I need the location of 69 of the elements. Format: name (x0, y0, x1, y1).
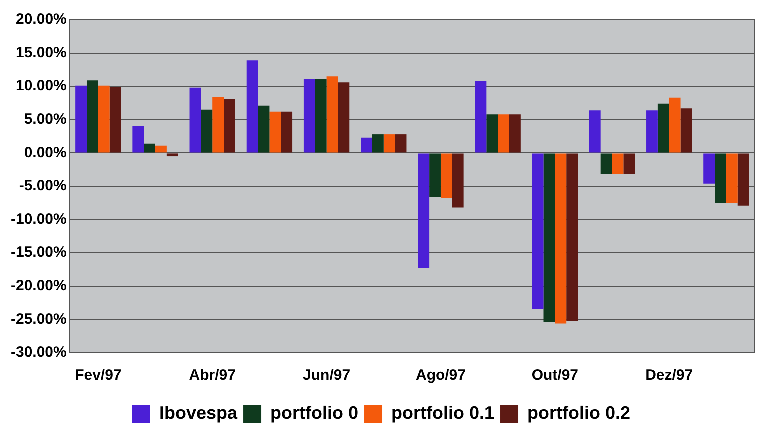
bar (418, 154, 430, 268)
y-tick-label: 15.00% (16, 44, 67, 62)
bar (566, 154, 578, 322)
bar (281, 112, 293, 153)
bar (669, 98, 681, 153)
bar (395, 134, 407, 153)
bar (624, 154, 636, 175)
y-tick-label: -5.00% (19, 178, 67, 195)
bar (726, 154, 738, 204)
y-tick-label: 0.00% (24, 144, 67, 162)
x-tick-label: Ago/97 (416, 367, 466, 384)
y-tick-label: 20.00% (16, 11, 67, 28)
bar (190, 88, 202, 153)
bar (498, 114, 510, 153)
bar (738, 154, 750, 206)
x-tick-label: Out/97 (532, 367, 579, 384)
bar (258, 106, 270, 153)
bar (98, 86, 110, 153)
y-tick-label: -20.00% (10, 278, 67, 295)
bar (212, 97, 224, 153)
legend-label: portfolio 0 (270, 402, 359, 423)
bar (87, 80, 98, 153)
bar (544, 154, 556, 322)
y-tick-label: -25.00% (10, 310, 67, 328)
bar (372, 134, 384, 153)
bar (589, 110, 601, 153)
bar (326, 76, 338, 153)
x-tick-label: Dez/97 (646, 367, 694, 384)
bar (338, 82, 350, 153)
bar (384, 134, 396, 153)
y-tick-label: -30.00% (10, 344, 67, 362)
bar (132, 126, 144, 153)
bar (452, 154, 464, 208)
bar (475, 81, 487, 153)
legend-label: portfolio 0.2 (528, 402, 631, 423)
y-tick-label: 5.00% (24, 111, 67, 128)
bar (76, 86, 87, 153)
bar (600, 154, 612, 175)
bar (612, 154, 624, 175)
bar (440, 154, 452, 198)
bar (270, 112, 282, 153)
bar (430, 154, 441, 198)
bar (704, 154, 716, 184)
bar (201, 110, 213, 153)
bar (555, 154, 567, 324)
bar (532, 154, 544, 310)
bar (509, 114, 521, 153)
bar (110, 87, 122, 153)
y-tick-label: -15.00% (10, 244, 67, 262)
bar (658, 104, 670, 153)
bar (486, 114, 498, 153)
bar (646, 110, 658, 153)
bar (144, 144, 156, 153)
x-tick-label: Jun/97 (303, 367, 351, 384)
legend-label: portfolio 0.1 (392, 402, 495, 423)
bar (166, 154, 178, 157)
bar (304, 79, 316, 153)
x-tick-label: Abr/97 (189, 367, 236, 384)
legend-label: Ibovespa (159, 402, 239, 423)
bar (246, 60, 258, 153)
bar (156, 146, 167, 153)
y-tick-label: 10.00% (16, 78, 67, 95)
y-tick-label: -10.00% (10, 210, 67, 228)
bar (224, 99, 236, 153)
bar (680, 108, 692, 153)
bar (361, 138, 372, 153)
x-tick-label: Fev/97 (75, 367, 122, 384)
bar (315, 79, 327, 153)
bar (715, 154, 726, 204)
